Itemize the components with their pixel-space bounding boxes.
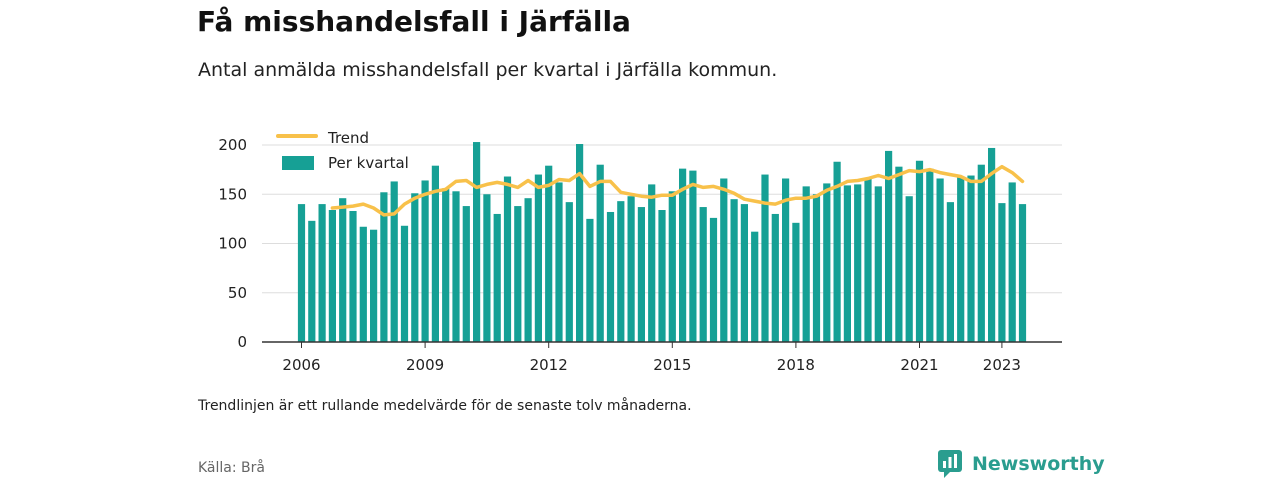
bar (524, 198, 532, 342)
bar (452, 191, 460, 342)
newsworthy-logo-icon (938, 450, 962, 478)
y-tick-label: 0 (237, 333, 247, 351)
bar (493, 213, 501, 342)
brand-logo[interactable]: Newsworthy (938, 449, 1105, 479)
bar (627, 196, 635, 342)
source-label: Källa: Brå (198, 460, 265, 476)
chart-subtitle: Antal anmälda misshandelsfall per kvarta… (198, 59, 778, 81)
bar (534, 174, 542, 342)
bar (1018, 204, 1027, 342)
bar (720, 178, 728, 342)
bar (421, 180, 429, 342)
bar (483, 194, 491, 342)
y-axis-labels: 0 50 100 150 200 (218, 136, 247, 351)
bar (370, 229, 378, 342)
trend-line (330, 164, 1025, 217)
bar (514, 206, 522, 342)
bar (555, 182, 563, 342)
bar (308, 220, 316, 342)
bar (545, 165, 553, 342)
legend-bars-label: Per kvartal (328, 154, 409, 172)
bar (442, 188, 450, 342)
bar (411, 193, 419, 342)
bar (503, 176, 512, 342)
bar (658, 210, 666, 342)
bar (730, 199, 738, 342)
bar (885, 150, 893, 342)
bar (926, 168, 934, 342)
bar (792, 222, 800, 342)
bar (1008, 182, 1016, 342)
bar (606, 211, 615, 342)
bar (833, 161, 841, 342)
x-tick-label: 2015 (653, 356, 691, 374)
x-axis-labels: 2006 2009 2012 2015 2018 2021 2023 (282, 342, 1021, 374)
bar (596, 164, 604, 342)
bar (936, 178, 944, 342)
bar (864, 178, 872, 342)
x-tick-label: 2023 (983, 356, 1021, 374)
bar (576, 144, 584, 342)
bar (617, 201, 625, 342)
x-tick-label: 2012 (530, 356, 568, 374)
bar (854, 184, 862, 342)
bar (751, 231, 759, 342)
bar (462, 206, 470, 342)
bar (988, 147, 996, 342)
x-tick-label: 2021 (900, 356, 938, 374)
legend-bars-swatch (282, 156, 314, 170)
bar (915, 160, 924, 342)
bar (823, 183, 831, 342)
bar (679, 168, 687, 342)
bar (648, 184, 656, 342)
bar (709, 217, 718, 342)
bar (946, 202, 954, 342)
bar (895, 166, 903, 342)
chart-title: Få misshandelsfall i Järfälla (197, 5, 631, 38)
bar (802, 186, 810, 342)
chart-note: Trendlinjen är ett rullande medelvärde f… (198, 398, 692, 414)
bar (977, 164, 985, 342)
x-tick-label: 2009 (406, 356, 444, 374)
bar (431, 165, 439, 342)
bar (349, 210, 357, 342)
bar (390, 181, 398, 342)
bar (843, 185, 851, 342)
bar (380, 192, 388, 342)
bar (771, 213, 779, 342)
y-tick-label: 100 (218, 235, 247, 253)
bar (957, 176, 965, 342)
y-tick-label: 200 (218, 136, 247, 154)
bar (740, 204, 748, 342)
bar (586, 218, 594, 342)
bar (668, 191, 676, 342)
brand-name: Newsworthy (972, 453, 1105, 475)
x-tick-label: 2006 (282, 356, 320, 374)
legend-trend-label: Trend (327, 129, 369, 147)
bar (637, 207, 645, 342)
y-tick-label: 50 (228, 284, 247, 302)
bar (699, 207, 707, 342)
bar (905, 196, 913, 342)
bar (400, 225, 409, 342)
bar (565, 202, 573, 342)
bar (339, 198, 347, 342)
bar (761, 174, 769, 342)
legend: Trend Per kvartal (276, 129, 409, 172)
bar (318, 204, 326, 342)
bar (473, 142, 481, 342)
bar (297, 204, 306, 342)
bar (359, 226, 367, 342)
bar (782, 178, 790, 342)
bar (998, 203, 1006, 342)
bar (874, 186, 882, 342)
bar (967, 175, 975, 342)
bar (812, 194, 821, 342)
y-tick-label: 150 (218, 185, 247, 203)
bar-series (297, 142, 1027, 342)
bar (328, 210, 336, 342)
x-tick-label: 2018 (777, 356, 815, 374)
bar (689, 170, 697, 342)
